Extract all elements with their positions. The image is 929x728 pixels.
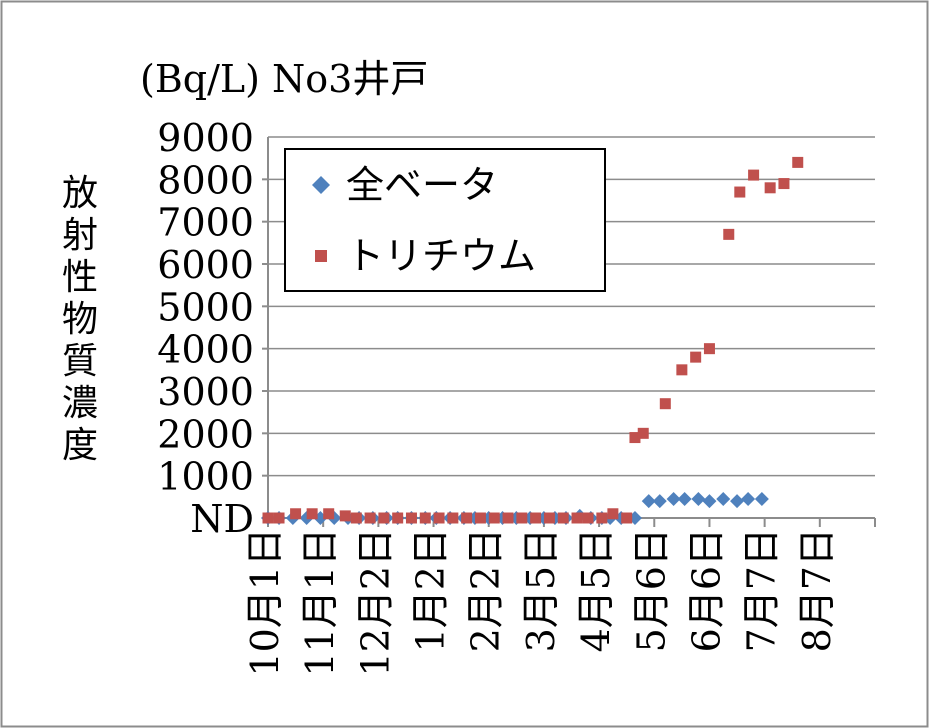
x-tick-label: 3月5日 (519, 528, 563, 652)
chart-title: (Bq/L) No3井戸 (140, 57, 428, 101)
y-axis-label-char: 性 (62, 257, 98, 298)
legend-box (284, 148, 606, 292)
tritium-point (778, 178, 790, 190)
legend-beta-marker (312, 176, 330, 194)
tritium-point (571, 512, 583, 524)
tritium-point (637, 427, 649, 439)
tritium-point (419, 512, 431, 524)
tritium-point (723, 228, 735, 240)
x-tick-label: 7月7日 (740, 528, 784, 652)
y-axis-label-char: 放 (62, 173, 98, 214)
beta-point (677, 491, 692, 506)
y-tick-label: 7000 (157, 201, 254, 245)
y-tick-label: ND (190, 497, 254, 541)
beta-point (730, 494, 745, 509)
tritium-point (350, 512, 362, 524)
tritium-point (364, 512, 376, 524)
tritium-point (502, 512, 514, 524)
legend-tritium-marker (315, 250, 327, 262)
tritium-point (582, 512, 594, 524)
y-tick-label: 3000 (157, 370, 254, 414)
legend-tritium-label: トリチウム (346, 234, 536, 278)
tritium-point (405, 512, 417, 524)
beta-point (716, 491, 731, 506)
beta-point (641, 494, 656, 509)
y-tick-label: 4000 (157, 328, 254, 372)
x-tick-label: 1月2日 (409, 528, 453, 652)
x-tick-label: 5月6日 (629, 528, 673, 652)
x-tick-label: 8月7日 (795, 528, 839, 652)
y-tick-label: 1000 (157, 455, 254, 499)
tritium-point (433, 512, 445, 524)
x-tick-label: 4月5日 (574, 528, 618, 652)
beta-point (652, 494, 667, 509)
beta-point (754, 491, 769, 506)
tritium-point (703, 343, 715, 355)
tritium-point (273, 512, 285, 524)
tritium-point (516, 512, 528, 524)
tritium-point (461, 512, 473, 524)
x-tick-label: 12月2日 (353, 528, 397, 677)
x-tick-label: 10月1日 (243, 528, 287, 677)
tritium-point (659, 398, 671, 410)
x-tick-label: 11月1日 (298, 528, 342, 677)
x-tick-labels: 10月1日 11月1日 12月2日 1月2日 2月2日 3月5日 4月5日 5月6日 6月6日 7… (243, 528, 839, 677)
y-axis-label-char: 濃 (62, 383, 98, 424)
y-tick-label: 2000 (157, 412, 254, 456)
y-tick-label: 6000 (157, 243, 254, 287)
tritium-point (290, 508, 302, 520)
tritium-point (530, 512, 542, 524)
tritium-point (690, 351, 702, 363)
tritium-point (474, 512, 486, 524)
tritium-point (629, 432, 641, 444)
series-tritium-points (262, 156, 804, 524)
tritium-point (543, 512, 555, 524)
tritium-point (621, 512, 633, 524)
y-axis-label-char: 物 (62, 299, 98, 340)
beta-point (741, 491, 756, 506)
tritium-point (488, 512, 500, 524)
y-axis-label-char: 質 (62, 341, 98, 382)
y-tick-label: 5000 (157, 285, 254, 329)
tritium-point (557, 512, 569, 524)
tritium-point (378, 512, 390, 524)
x-tick-label: 2月2日 (464, 528, 508, 652)
tritium-point (447, 512, 459, 524)
tritium-point (792, 156, 804, 168)
y-tick-label: 9000 (157, 116, 254, 160)
y-tick-label: 8000 (157, 158, 254, 202)
tritium-point (748, 169, 760, 181)
legend-beta-label: 全ベータ (346, 163, 498, 207)
beta-point (666, 491, 681, 506)
tritium-point (764, 182, 776, 194)
beta-point (691, 491, 706, 506)
tritium-point (607, 508, 619, 520)
tritium-point (306, 508, 318, 520)
beta-point (702, 494, 717, 509)
tritium-point (734, 186, 746, 198)
tritium-point (596, 512, 608, 524)
legend: 全ベータ トリチウム (284, 148, 606, 292)
tritium-point (392, 512, 404, 524)
y-axis-label-char: 度 (62, 425, 98, 466)
tritium-point (262, 512, 274, 524)
y-axis-label-char: 射 (62, 215, 98, 256)
tritium-point (676, 364, 688, 376)
tritium-point (323, 508, 335, 520)
x-tick-label: 6月6日 (684, 528, 728, 652)
tritium-point (339, 510, 351, 522)
